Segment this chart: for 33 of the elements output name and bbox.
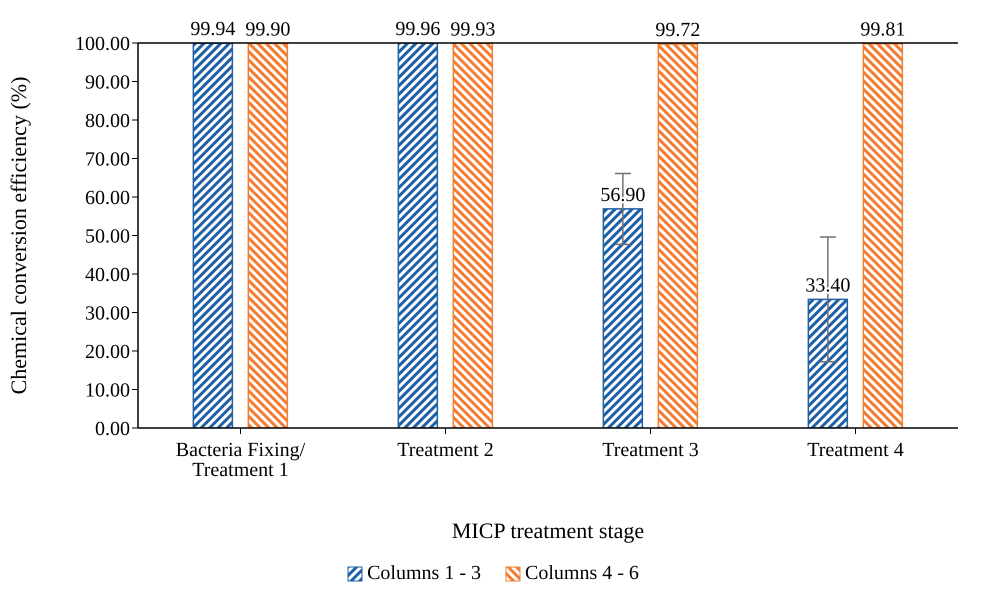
data-label: 99.90 bbox=[245, 18, 290, 40]
y-tick-label: 90.00 bbox=[85, 72, 130, 94]
x-tick-label: Treatment 2 bbox=[397, 439, 494, 462]
data-label: 99.96 bbox=[395, 18, 440, 40]
data-label: 99.72 bbox=[655, 19, 700, 42]
y-axis-title: Chemical conversion efficiency (%) bbox=[6, 76, 31, 394]
y-tick-label: 70.00 bbox=[85, 148, 130, 171]
bar bbox=[248, 43, 288, 428]
bar bbox=[398, 43, 438, 428]
x-tick-label: Bacteria Fixing/ Treatment 1 bbox=[176, 439, 306, 482]
bar bbox=[862, 43, 904, 428]
y-tick-label: 80.00 bbox=[85, 110, 130, 132]
bar bbox=[452, 43, 494, 428]
bar bbox=[658, 43, 698, 428]
y-tick-label: 0.00 bbox=[95, 418, 130, 440]
y-tick-label: 40.00 bbox=[85, 264, 130, 286]
y-tick-label: 10.00 bbox=[85, 380, 130, 402]
bar bbox=[602, 208, 644, 428]
y-tick-label: 100.00 bbox=[75, 33, 130, 56]
x-tick-label: Treatment 3 bbox=[602, 439, 699, 462]
data-label: 99.93 bbox=[450, 18, 496, 40]
y-tick-label: 20.00 bbox=[85, 341, 130, 364]
x-axis-title: MICP treatment stage bbox=[452, 518, 644, 543]
bar bbox=[808, 298, 848, 428]
x-tick-label: Treatment 4 bbox=[807, 439, 904, 462]
bar bbox=[192, 43, 234, 428]
y-tick-label: 30.00 bbox=[85, 302, 130, 325]
y-tick-label: 60.00 bbox=[85, 187, 130, 210]
data-label: 99.94 bbox=[190, 18, 236, 40]
legend-label: Columns 4 - 6 bbox=[525, 562, 639, 585]
y-tick-label: 50.00 bbox=[85, 226, 130, 248]
legend-label: Columns 1 - 3 bbox=[367, 562, 481, 585]
data-label: 99.81 bbox=[860, 18, 906, 41]
